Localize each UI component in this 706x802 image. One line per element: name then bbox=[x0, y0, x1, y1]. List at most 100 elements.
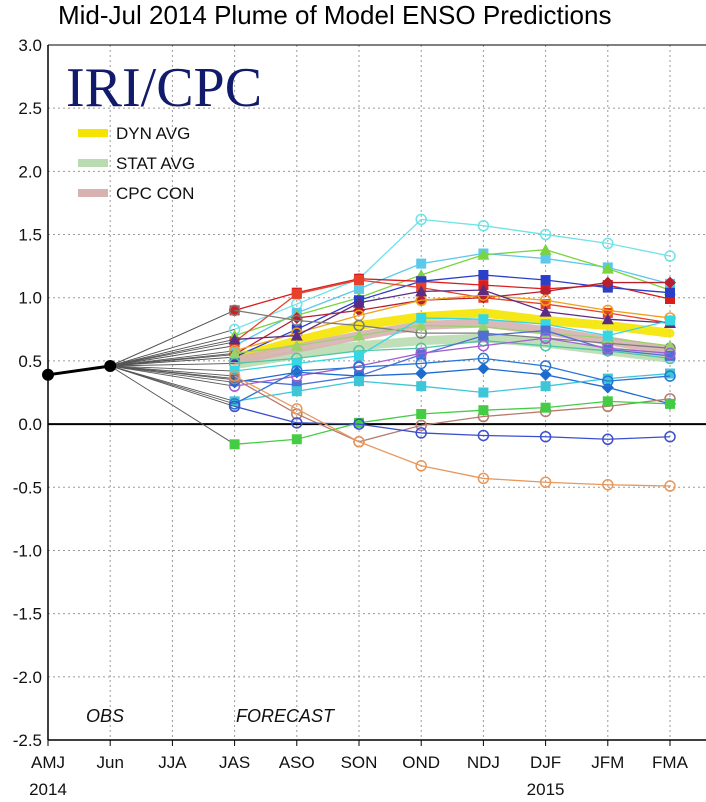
observed-point bbox=[104, 359, 117, 372]
average-line bbox=[230, 318, 675, 366]
x-tick-label: AMJ bbox=[31, 753, 65, 772]
data-point bbox=[539, 368, 552, 381]
data-point bbox=[539, 476, 552, 488]
data-point bbox=[477, 284, 490, 296]
year-label: 2014 bbox=[29, 780, 67, 797]
data-point bbox=[291, 434, 302, 445]
data-point bbox=[477, 472, 490, 485]
model-link-line bbox=[109, 365, 235, 445]
data-point bbox=[477, 429, 490, 442]
data-point bbox=[539, 332, 552, 344]
data-point bbox=[415, 367, 428, 380]
observed-point bbox=[42, 368, 54, 381]
data-point bbox=[291, 417, 303, 429]
data-point bbox=[540, 299, 551, 310]
data-point bbox=[353, 418, 365, 430]
data-point bbox=[416, 258, 427, 269]
data-point bbox=[602, 373, 613, 384]
x-tick-label: NDJ bbox=[467, 753, 500, 772]
data-point bbox=[539, 339, 552, 352]
model-link-line bbox=[110, 365, 235, 387]
data-point bbox=[291, 288, 302, 299]
data-point bbox=[415, 319, 428, 331]
model-line bbox=[234, 281, 670, 356]
model-line bbox=[234, 317, 671, 372]
model-line bbox=[234, 405, 671, 440]
data-point bbox=[602, 478, 614, 491]
data-point bbox=[602, 433, 614, 446]
data-point bbox=[291, 314, 303, 327]
data-point bbox=[602, 396, 613, 407]
observed-line bbox=[47, 364, 111, 377]
data-point bbox=[415, 427, 427, 439]
model-link-line bbox=[110, 365, 235, 407]
data-point bbox=[602, 344, 613, 355]
data-point bbox=[665, 315, 675, 326]
data-point bbox=[477, 219, 490, 232]
model-line bbox=[234, 357, 671, 405]
model-line bbox=[234, 249, 671, 337]
data-point bbox=[478, 405, 489, 416]
model-line bbox=[234, 337, 671, 387]
x-tick-label: JAS bbox=[219, 753, 250, 772]
data-point bbox=[602, 330, 613, 341]
data-point bbox=[539, 430, 552, 443]
data-point bbox=[478, 330, 489, 341]
y-tick-label: 2.5 bbox=[18, 99, 42, 118]
data-point bbox=[415, 460, 427, 472]
data-point bbox=[416, 276, 427, 287]
model-series bbox=[110, 365, 676, 448]
data-point bbox=[540, 275, 551, 286]
model-link-line bbox=[110, 365, 235, 372]
data-point bbox=[601, 313, 614, 325]
model-link-line bbox=[110, 345, 235, 367]
y-tick-label: 2.0 bbox=[18, 162, 42, 181]
model-link-line bbox=[110, 365, 235, 377]
series-layer bbox=[42, 213, 676, 492]
iri-cpc-brand: IRI/CPC bbox=[66, 57, 262, 119]
data-point bbox=[477, 320, 490, 332]
model-link-line bbox=[110, 365, 235, 383]
data-point bbox=[540, 325, 551, 336]
data-point bbox=[539, 228, 552, 241]
data-point bbox=[228, 333, 241, 345]
y-tick-label: -1.5 bbox=[13, 605, 42, 624]
y-tick-label: 1.0 bbox=[18, 289, 42, 308]
model-line bbox=[234, 400, 671, 445]
data-point bbox=[416, 312, 427, 323]
legend-label: STAT AVG bbox=[116, 154, 195, 173]
model-link-line bbox=[110, 328, 235, 367]
data-point bbox=[477, 339, 490, 352]
y-tick-label: -1.0 bbox=[13, 541, 42, 560]
data-point bbox=[539, 285, 552, 298]
data-point bbox=[228, 304, 241, 317]
x-tick-label: JJA bbox=[158, 753, 187, 772]
data-point bbox=[540, 253, 551, 264]
data-point bbox=[665, 350, 675, 361]
model-line bbox=[234, 375, 671, 487]
y-tick-label: 0.0 bbox=[18, 415, 42, 434]
model-link-line bbox=[110, 309, 235, 367]
data-point bbox=[539, 360, 552, 372]
data-point bbox=[354, 417, 364, 428]
data-point bbox=[478, 314, 489, 325]
data-point bbox=[291, 403, 303, 415]
data-point bbox=[416, 408, 427, 419]
data-point bbox=[291, 386, 302, 397]
data-point bbox=[291, 379, 302, 390]
data-point bbox=[539, 243, 552, 255]
y-tick-label: 0.5 bbox=[18, 352, 42, 371]
forecast-period-label: FORECAST bbox=[236, 706, 336, 726]
data-point bbox=[354, 350, 364, 361]
data-point bbox=[354, 275, 364, 286]
y-tick-label: -0.5 bbox=[13, 478, 42, 497]
x-tick-label: DJF bbox=[530, 753, 561, 772]
data-point bbox=[415, 285, 428, 297]
model-link-line bbox=[110, 362, 235, 367]
data-point bbox=[291, 324, 302, 335]
data-point bbox=[665, 287, 675, 298]
data-point bbox=[354, 283, 364, 294]
model-line bbox=[234, 378, 671, 443]
data-point bbox=[602, 307, 613, 318]
